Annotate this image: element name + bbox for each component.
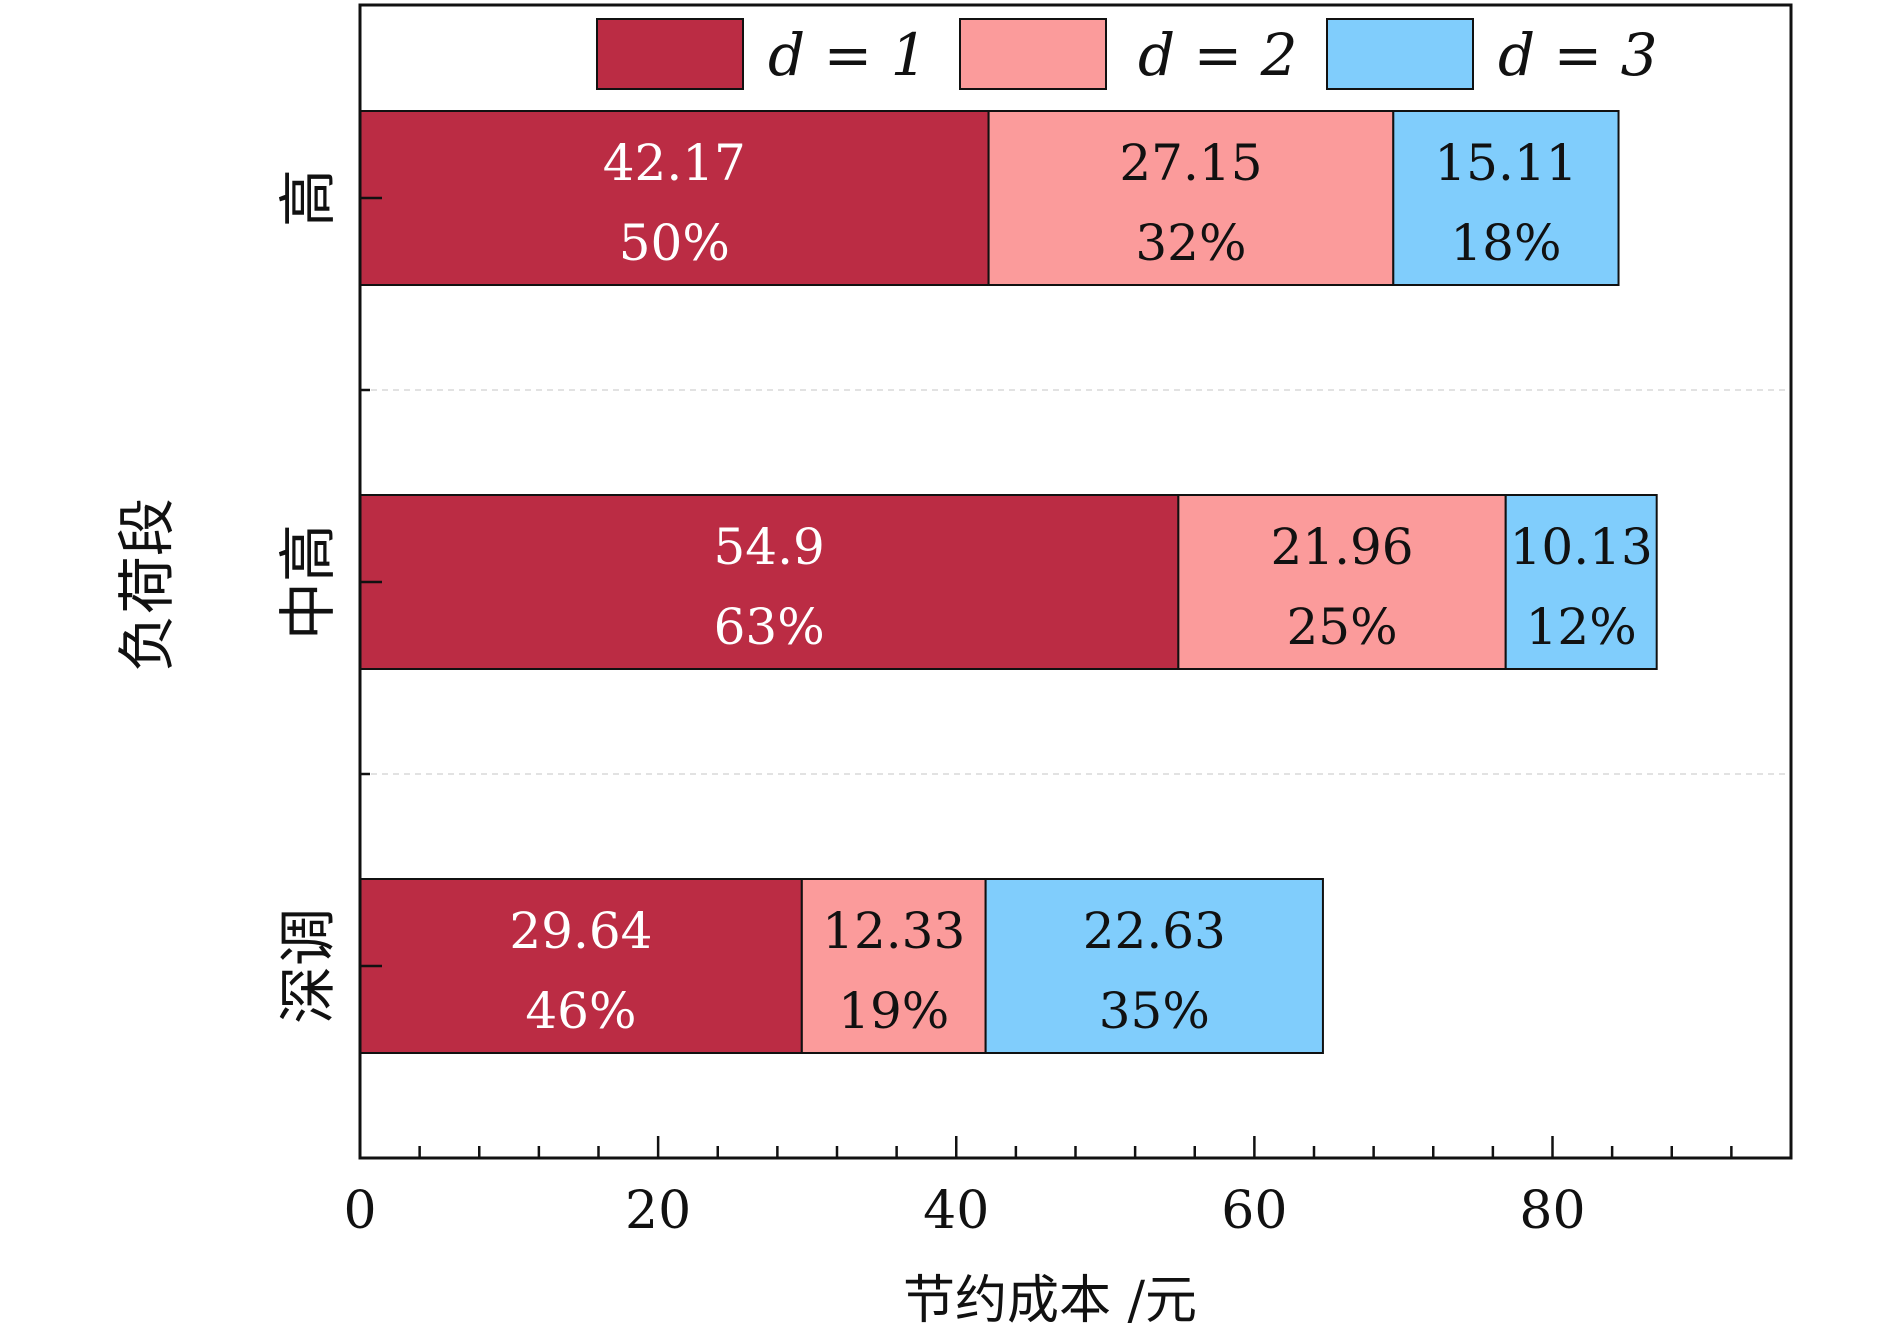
bar-percent-label: 46%	[525, 982, 636, 1040]
bar-segment	[800, 878, 987, 1054]
bar-percent-label: 25%	[1286, 598, 1397, 656]
legend-swatch	[596, 18, 744, 90]
x-axis-title: 节约成本 /元	[903, 1271, 1197, 1331]
bars-layer	[359, 110, 1658, 1054]
category-label: 中高	[274, 524, 342, 640]
bar-percent-label: 32%	[1135, 214, 1246, 272]
bar-percent-label: 50%	[619, 214, 730, 272]
bar-segment	[984, 878, 1324, 1054]
bar-percent-label: 63%	[714, 598, 825, 656]
bar-value-label: 29.64	[509, 902, 652, 960]
legend-label: d = 1	[768, 21, 928, 89]
bar-value-label: 27.15	[1119, 134, 1262, 192]
legend-label: d = 3	[1498, 21, 1658, 89]
bar-value-label: 21.96	[1270, 518, 1413, 576]
legend: d = 1 d = 2 d = 3	[596, 18, 1658, 90]
bar-segment	[1392, 110, 1620, 286]
bar-percent-label: 18%	[1450, 214, 1561, 272]
legend-swatch	[1326, 18, 1474, 90]
bar-labels-layer: 42.17 50% 27.15 32% 15.11 18% 54.9 63% 21.96 25% 1…	[509, 134, 1652, 1040]
legend-label: d = 2	[1138, 21, 1298, 89]
y-axis-title: 负荷段	[113, 498, 181, 672]
x-tick-label: 80	[1519, 1181, 1585, 1241]
bar-percent-label: 19%	[838, 982, 949, 1040]
bar-segment	[359, 110, 990, 286]
bar-segment	[1504, 494, 1658, 670]
bar-value-label: 22.63	[1083, 902, 1226, 960]
bar-value-label: 42.17	[603, 134, 746, 192]
bar-percent-label: 12%	[1526, 598, 1637, 656]
category-label: 高	[274, 169, 342, 227]
grid-layer	[360, 389, 1791, 775]
x-tick-label: 60	[1221, 1181, 1287, 1241]
bar-segment	[1177, 494, 1507, 670]
x-tick-label: 0	[343, 1181, 376, 1241]
bar-segment	[987, 110, 1395, 286]
bar-value-label: 54.9	[714, 518, 825, 576]
bar-percent-label: 35%	[1099, 982, 1210, 1040]
bar-value-label: 12.33	[822, 902, 965, 960]
x-tick-label: 40	[923, 1181, 989, 1241]
bar-value-label: 10.13	[1510, 518, 1653, 576]
bar-value-label: 15.11	[1434, 134, 1577, 192]
x-tick-label: 20	[625, 1181, 691, 1241]
category-label: 深调	[274, 908, 342, 1024]
legend-swatch	[959, 18, 1107, 90]
